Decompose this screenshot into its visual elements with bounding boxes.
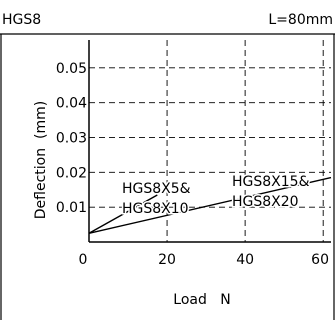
y-tick-label: 0.04 xyxy=(56,96,87,112)
y-tick-label: 0.02 xyxy=(56,165,87,181)
series-line-2 xyxy=(88,176,332,234)
y-axis-title: Deflection (mm) xyxy=(33,101,49,219)
x-tick-label: 60 xyxy=(311,252,329,268)
y-tick-label: 0.01 xyxy=(56,200,87,216)
series-label-1-line-2: HGS8X10 xyxy=(122,201,189,217)
series-label-2-line-2: HGS8X20 xyxy=(232,194,299,210)
header-left-label: HGS8 xyxy=(2,12,41,28)
x-tick-labels: 0 20 40 60 xyxy=(79,252,329,268)
series-annotations: HGS8X5&HGS8X10 HGS8X15&HGS8X20 xyxy=(121,173,312,219)
header-right-label: L=80mm xyxy=(268,12,333,28)
x-axis-title: Load N xyxy=(173,292,230,308)
y-tick-label: 0.03 xyxy=(56,131,87,147)
chart-frame xyxy=(0,33,335,320)
grid-lines xyxy=(89,40,331,242)
series-label-2-line-1: HGS8X15& xyxy=(232,174,310,190)
series-line-1 xyxy=(88,194,158,234)
y-tick-labels: 0.01 0.02 0.03 0.04 0.05 xyxy=(56,61,87,216)
series-lines xyxy=(88,176,332,234)
axes xyxy=(88,40,331,243)
x-tick-label: 20 xyxy=(158,252,176,268)
y-tick-label: 0.05 xyxy=(56,61,87,77)
x-tick-label: 0 xyxy=(79,252,88,268)
series-label-1-line-1: HGS8X5& xyxy=(122,181,191,197)
x-tick-label: 40 xyxy=(236,252,254,268)
